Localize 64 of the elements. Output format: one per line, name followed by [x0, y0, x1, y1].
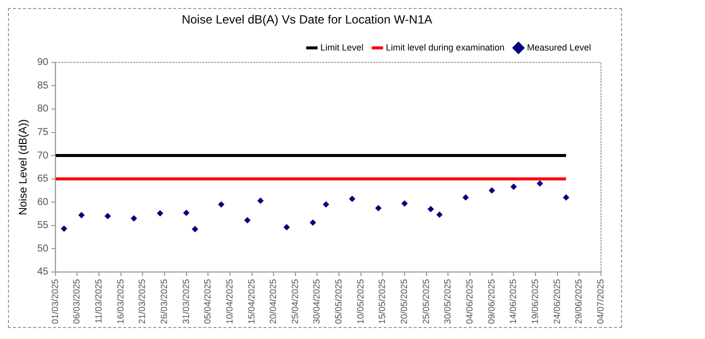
y-tick-label: 55	[37, 220, 49, 232]
point	[218, 201, 224, 208]
x-tick-label: 30/05/2025	[442, 278, 453, 324]
point	[157, 210, 164, 216]
legend-label: Limit level during examination	[386, 42, 504, 52]
x-tick-label: 31/03/2025	[180, 278, 191, 324]
point	[349, 196, 356, 202]
y-axis-title: Noise Level (dB(A))	[18, 119, 30, 216]
point	[244, 217, 250, 224]
chart-title: Noise Level dB(A) Vs Date for Location W-N1A	[182, 12, 432, 27]
x-tick-label: 25/04/2025	[290, 278, 300, 324]
y-tick-label: 90	[37, 57, 49, 68]
point	[61, 226, 68, 232]
y-tick-label: 70	[37, 150, 49, 162]
y-tick-label: 80	[37, 104, 49, 115]
x-tick-label: 15/04/2025	[246, 278, 256, 324]
x-tick-label: 01/03/2025	[50, 278, 60, 324]
x-tick-label: 09/06/2025	[486, 278, 496, 324]
y-tick-label: 65	[37, 174, 49, 185]
point	[488, 187, 495, 194]
x-tick-label: 25/05/2025	[420, 278, 431, 324]
point	[104, 213, 111, 220]
point	[510, 184, 517, 190]
y-tick-label: 85	[37, 80, 49, 92]
point	[183, 210, 190, 216]
x-tick-label: 11/03/2025	[93, 278, 104, 324]
x-tick-label: 29/06/2025	[574, 278, 584, 324]
y-tick-label: 45	[37, 266, 49, 278]
x-tick-label: 30/04/2025	[312, 278, 322, 324]
x-tick-label: 05/05/2025	[334, 278, 344, 324]
y-tick-label: 60	[37, 196, 49, 208]
x-tick-label: 19/06/2025	[530, 278, 540, 324]
point	[563, 194, 570, 200]
point	[78, 212, 85, 218]
x-tick-label: 05/04/2025	[202, 278, 213, 324]
point	[536, 180, 543, 186]
point	[284, 224, 290, 230]
x-tick-label: 14/06/2025	[508, 278, 518, 324]
x-tick-label: 21/03/2025	[137, 278, 148, 324]
point	[130, 215, 137, 222]
legend-label: Limit Level	[320, 42, 364, 52]
point	[192, 226, 198, 232]
y-tick-label: 75	[37, 127, 49, 138]
point	[436, 212, 442, 218]
x-tick-label: 06/03/2025	[72, 278, 82, 324]
x-tick-label: 04/06/2025	[464, 278, 475, 324]
point	[428, 206, 434, 212]
point	[402, 200, 408, 206]
x-tick-label: 16/03/2025	[115, 278, 126, 324]
y-tick-label: 50	[37, 243, 49, 254]
x-tick-label: 10/05/2025	[355, 278, 366, 324]
x-tick-label: 20/05/2025	[399, 278, 410, 324]
point	[310, 220, 316, 226]
x-tick-label: 04/07/2025	[595, 278, 606, 324]
point	[258, 198, 264, 204]
x-tick-label: 26/03/2025	[158, 278, 169, 324]
x-tick-label: 24/06/2025	[552, 278, 562, 324]
point	[375, 205, 382, 212]
x-tick-label: 15/05/2025	[377, 278, 388, 324]
legend-label: Measured Level	[526, 42, 592, 52]
x-tick-label: 20/04/2025	[268, 278, 278, 324]
x-tick-label: 10/04/2025	[224, 278, 234, 324]
point	[462, 194, 469, 200]
point	[322, 201, 329, 208]
